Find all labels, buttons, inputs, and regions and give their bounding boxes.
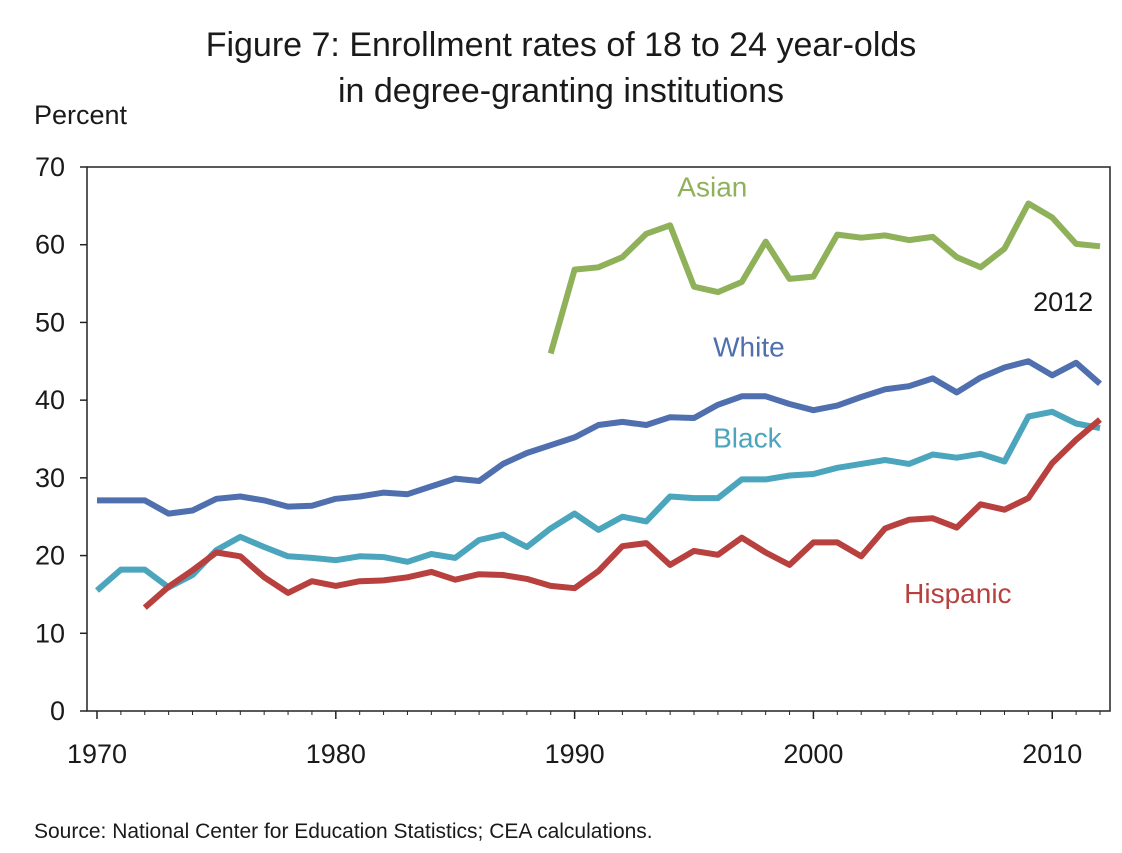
- series-label-asian: Asian: [677, 172, 747, 203]
- chart-title-line-1: Figure 7: Enrollment rates of 18 to 24 y…: [205, 26, 917, 64]
- series-label-white: White: [713, 332, 785, 363]
- x-tick-label: 2010: [1022, 739, 1082, 769]
- y-tick-label: 50: [35, 307, 65, 337]
- x-tick-label: 1990: [545, 739, 605, 769]
- series-label-hispanic: Hispanic: [904, 578, 1011, 609]
- y-axis-label: Percent: [34, 100, 128, 130]
- end-year-annotation: 2012: [1033, 287, 1093, 317]
- plot-area: [86, 166, 1111, 712]
- y-tick-label: 0: [50, 696, 65, 726]
- y-tick-label: 40: [35, 385, 65, 415]
- x-tick-label: 1970: [67, 739, 127, 769]
- x-tick-label: 2000: [783, 739, 843, 769]
- y-tick-label: 70: [35, 152, 65, 182]
- series-line-asian: [547, 200, 1101, 355]
- y-tick-label: 20: [35, 541, 65, 571]
- y-tick-label: 10: [35, 618, 65, 648]
- source-note: Source: National Center for Education St…: [34, 820, 653, 843]
- series-line-black: [95, 408, 1101, 593]
- y-tick-label: 60: [35, 230, 65, 260]
- series-label-black: Black: [713, 423, 782, 454]
- chart-title-line-2: in degree-granting institutions: [337, 72, 785, 110]
- y-tick-label: 30: [35, 463, 65, 493]
- series-line-white: [97, 358, 1102, 517]
- chart-title: Figure 7: Enrollment rates of 18 to 24 y…: [0, 22, 1122, 114]
- x-tick-label: 1980: [306, 739, 366, 769]
- series-line-hispanic: [142, 417, 1102, 610]
